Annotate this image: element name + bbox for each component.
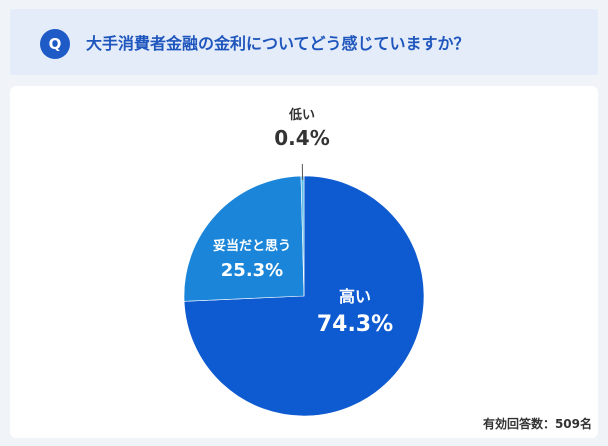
slice-name-low: 低い xyxy=(288,108,315,123)
respondent-count: 有効回答数：509名 xyxy=(482,417,592,431)
slice-value-low: 0.4% xyxy=(274,126,330,150)
question-header: Q 大手消費者金融の金利についてどう感じていますか？ xyxy=(10,9,598,75)
slice-name-high: 高い xyxy=(338,287,371,306)
slice-label-reasonable: 妥当だと思う 25.3% xyxy=(188,238,316,284)
slice-value-reasonable: 25.3% xyxy=(220,260,284,281)
slice-value-high: 74.3% xyxy=(316,312,394,337)
question-text: 大手消費者金融の金利についてどう感じていますか？ xyxy=(86,34,470,53)
slice-label-low: 低い 0.4% xyxy=(266,107,338,151)
question-badge: Q xyxy=(40,29,70,59)
pie-slice-reasonable xyxy=(183,175,305,302)
slice-label-high: 高い 74.3% xyxy=(310,286,400,340)
slice-name-reasonable: 妥当だと思う xyxy=(212,239,291,254)
